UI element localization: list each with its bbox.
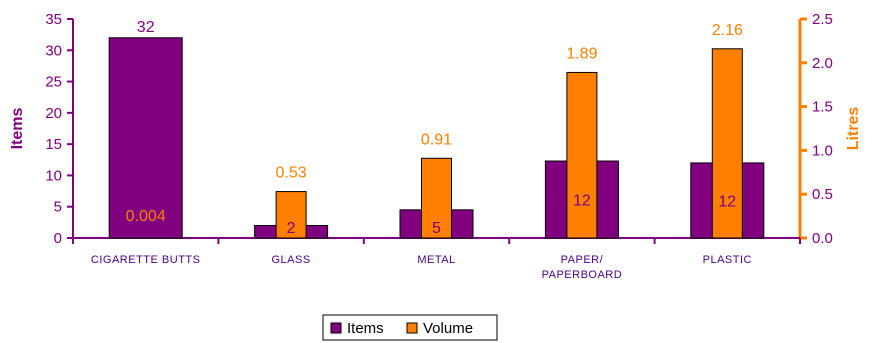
volume-data-label: 2.16 [712, 22, 743, 39]
right-tick-label: 0.0 [812, 230, 833, 247]
volume-bar [711, 48, 743, 239]
left-y-axis: 0 5 10 15 20 25 30 35 Items [9, 11, 74, 247]
left-tick-label: 30 [45, 42, 62, 59]
data-labels: 32 0.004 2 0.53 5 0.91 12 1.89 12 2.16 [126, 19, 743, 237]
volume-data-label: 0.004 [126, 208, 166, 225]
items-data-label: 2 [287, 220, 296, 237]
left-tick-label: 15 [45, 136, 62, 153]
volume-data-label: 1.89 [566, 45, 597, 62]
x-tick-label: PLASTIC [703, 254, 752, 266]
right-tick-label: 0.5 [812, 186, 833, 203]
x-tick-label: CIGARETTE BUTTS [91, 254, 201, 266]
volume-bar [421, 157, 452, 239]
left-tick-label: 10 [45, 167, 62, 184]
legend-swatch-items [330, 322, 342, 334]
right-tick-label: 1.0 [812, 142, 833, 159]
volume-data-label: 0.91 [421, 131, 452, 148]
x-axis: CIGARETTE BUTTS GLASS METAL PAPER/PAPERBOAR… [72, 237, 801, 281]
legend-label-volume: Volume [423, 320, 473, 337]
right-tick-label: 2.0 [812, 55, 833, 72]
left-tick-label: 5 [54, 199, 62, 216]
items-data-label: 5 [432, 220, 441, 237]
left-tick-label: 35 [45, 11, 62, 28]
items-bar [108, 37, 183, 239]
items-data-label: 12 [718, 193, 736, 210]
left-axis-title: Items [9, 108, 26, 150]
legend-swatch-volume [406, 322, 418, 334]
items-data-label: 32 [137, 19, 155, 36]
right-tick-label: 2.5 [812, 11, 833, 28]
bars [108, 37, 765, 239]
volume-bar [566, 71, 598, 239]
volume-data-label: 0.53 [276, 165, 307, 182]
legend: Items Volume [322, 314, 498, 341]
x-tick-label: PAPER/PAPERBOARD [542, 254, 623, 281]
left-tick-label: 20 [45, 105, 62, 122]
right-y-axis: 0.0 0.5 1.0 1.5 2.0 2.5 Litres [798, 11, 862, 247]
x-tick-label: GLASS [272, 254, 311, 266]
legend-label-items: Items [347, 320, 384, 337]
right-tick-label: 1.5 [812, 99, 833, 116]
items-data-label: 12 [573, 193, 591, 210]
x-tick-label: METAL [417, 254, 455, 266]
left-tick-label: 0 [54, 230, 62, 247]
right-axis-title: Litres [845, 107, 862, 151]
volume-bar [275, 191, 307, 239]
left-tick-label: 25 [45, 74, 62, 91]
